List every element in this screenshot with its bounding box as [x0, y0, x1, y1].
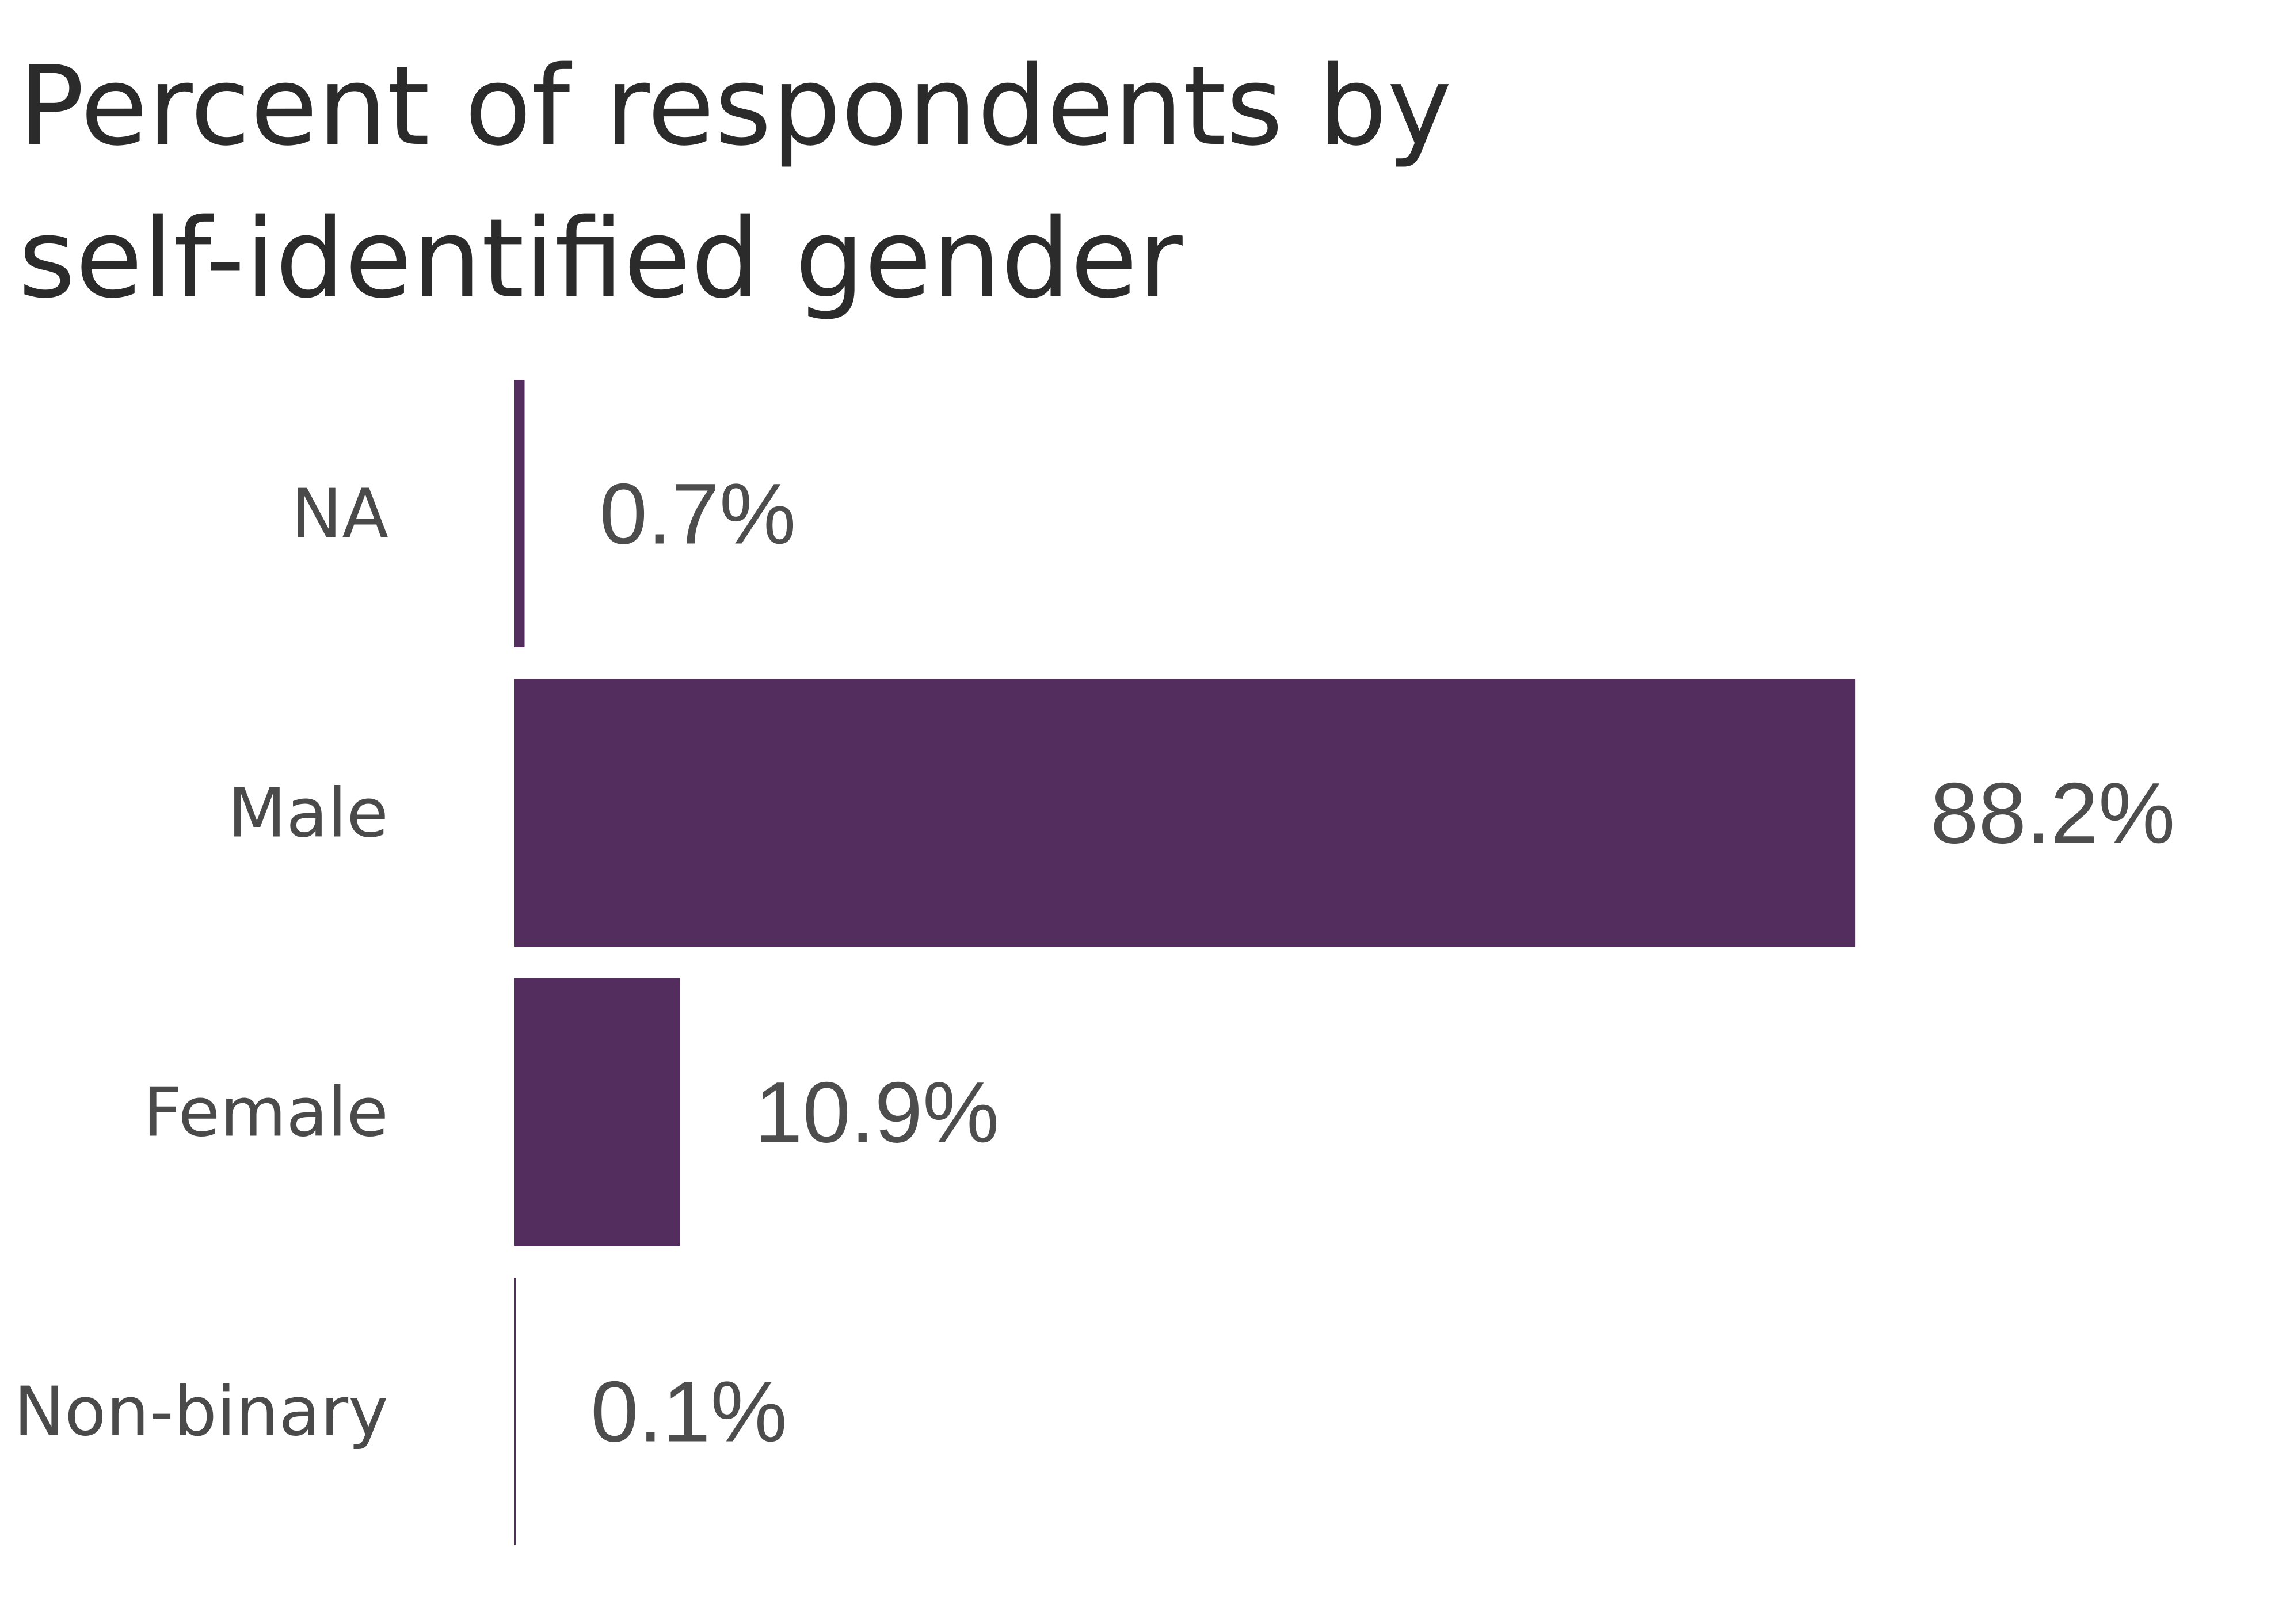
value-label-female: 10.9% [755, 1064, 999, 1161]
chart-title-line-1: Percent of respondents by [18, 43, 1452, 170]
value-label-non-binary: 0.1% [590, 1363, 787, 1460]
bars-layer: NA 0.7% Male 88.2% Female 10.9% Non-binary 0.1% [14, 380, 2175, 1545]
chart-title-line-2: self-identified gender [18, 195, 1183, 322]
bar-female [514, 978, 680, 1246]
bar-na [514, 380, 525, 647]
category-label-na: NA [291, 474, 388, 554]
category-label-non-binary: Non-binary [14, 1372, 388, 1451]
bar-male [514, 679, 1856, 947]
chart-title: Percent of respondents by self-identifie… [18, 43, 1452, 322]
value-label-na: 0.7% [600, 466, 797, 562]
category-label-male: Male [227, 773, 388, 853]
category-label-female: Female [143, 1073, 388, 1152]
value-label-male: 88.2% [1930, 765, 2175, 861]
bar-non-binary [514, 1278, 516, 1545]
